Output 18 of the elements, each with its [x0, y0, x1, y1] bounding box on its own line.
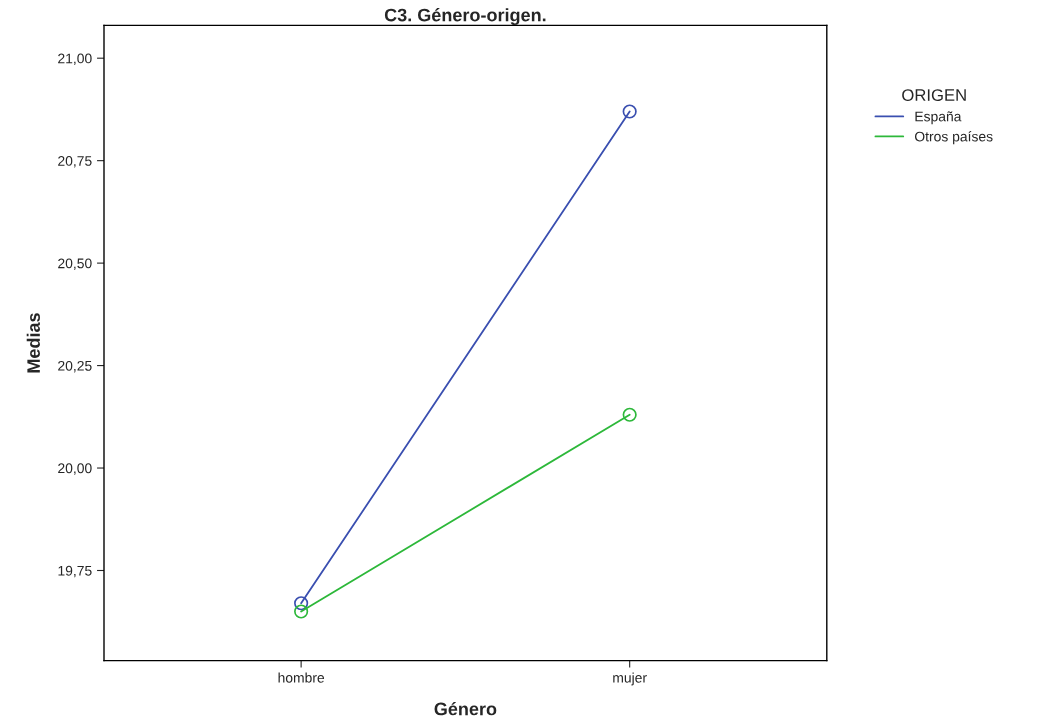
point	[622, 407, 637, 422]
y-tick-label: 20,25	[58, 360, 92, 373]
legend-label: España	[915, 111, 962, 125]
x-axis-title: Género	[434, 701, 497, 716]
legend-title: ORIGEN	[902, 89, 966, 101]
y-tick-label: 21,00	[58, 53, 92, 66]
y-tick-label: 20,75	[58, 155, 92, 168]
x-tick-label: hombre	[278, 672, 325, 683]
chart-title: C3. Género-origen.	[384, 8, 546, 26]
legend-label: Otros países	[914, 131, 993, 145]
y-tick-label: 19,75	[58, 565, 92, 578]
y-axis-title: Medias	[26, 313, 40, 373]
point	[622, 104, 637, 119]
point	[294, 596, 309, 611]
x-tick-label: mujer	[613, 672, 647, 686]
point	[294, 604, 309, 619]
y-tick-label: 20,50	[58, 258, 92, 270]
y-tick-label: 20,00	[58, 463, 92, 475]
